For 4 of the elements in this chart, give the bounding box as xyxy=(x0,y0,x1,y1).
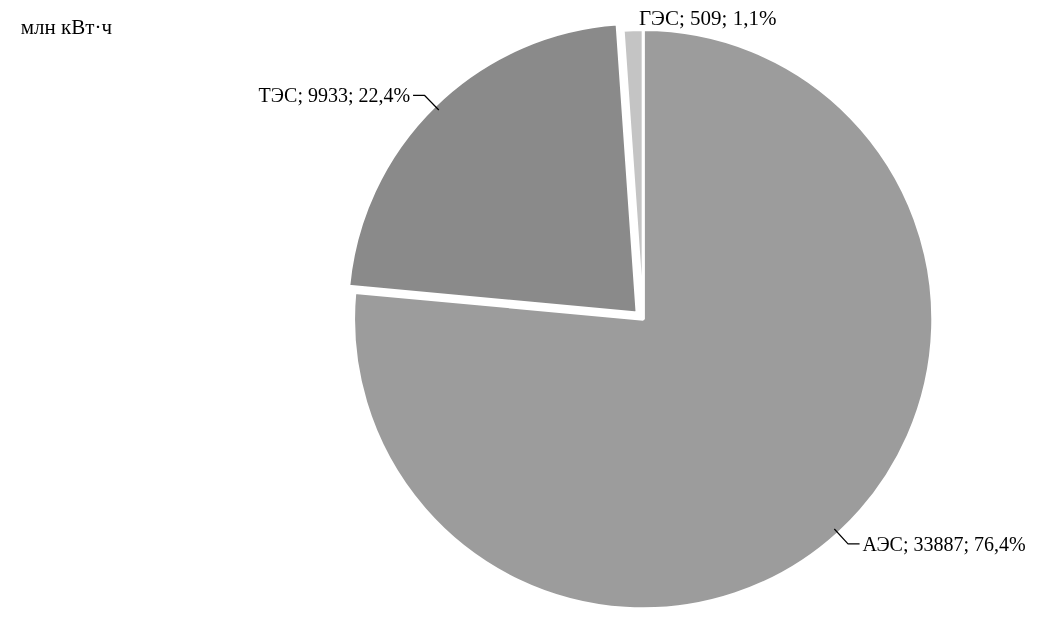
text: млн кВт·ч xyxy=(20,14,113,39)
slice-label: ГЭС; 509; 1,1% xyxy=(638,5,777,30)
slice-label: АЭС; 33887; 76,4% xyxy=(862,532,1026,555)
slice-label: ТЭС; 9933; 22,4% xyxy=(258,84,411,107)
